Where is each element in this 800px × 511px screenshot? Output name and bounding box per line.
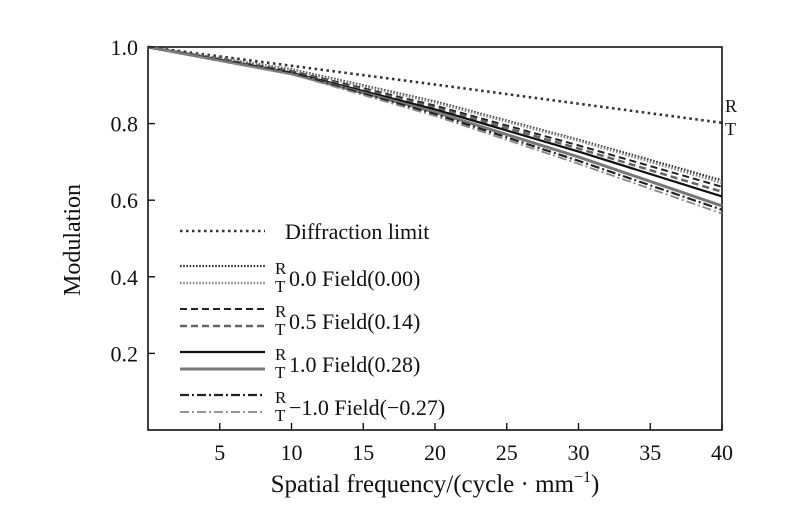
x-tick-label-40: 40 [711,440,733,465]
legend-t-4: T [275,406,286,425]
y-tick-label-3: 0.8 [111,112,139,137]
series-line-7 [147,45,723,211]
x-tick-label-25: 25 [496,440,518,465]
x-axis-label-superscript: −1 [574,469,591,486]
legend-t-3: T [275,363,286,382]
legend-t-1: T [275,277,286,296]
x-axis-label-main: Spatial frequency/(cycle · mm [271,471,575,498]
y-tick-label-1: 0.4 [111,265,139,290]
y-tick-label-4: 1.0 [111,35,139,60]
series-line-6 [147,45,723,208]
legend-label-3: 1.0 Field(0.28) [289,352,420,377]
series-line-0 [147,45,723,125]
legend-r-1: R [275,259,287,278]
legend-label-2: 0.5 Field(0.14) [289,309,420,334]
legend-r-4: R [275,388,287,407]
axis-ticks: 5 10 15 20 25 30 35 40 0.2 0.4 0.6 0.8 1.0 [111,35,734,465]
x-axis-label: Spatial frequency/(cycle · mm−1) [271,469,600,498]
x-tick-label-10: 10 [281,440,303,465]
y-axis-label: Modulation [60,184,86,296]
legend-label-1: 0.0 Field(0.00) [289,266,420,291]
series-layer [147,45,723,215]
series-line-3 [147,46,723,188]
y-tick-label-2: 0.6 [111,188,139,213]
series-line-8 [147,46,723,215]
end-annotation-r: R [725,96,737,116]
legend-r-3: R [275,345,287,364]
end-annotation-t: T [725,119,736,139]
y-tick-label-0: 0.2 [111,341,139,366]
x-tick-label-5: 5 [214,440,225,465]
series-line-2 [147,45,723,185]
x-tick-label-35: 35 [639,440,661,465]
legend-r-2: R [275,302,287,321]
x-tick-label-20: 20 [424,440,446,465]
legend-t-2: T [275,320,286,339]
series-line-5 [147,45,723,198]
x-axis-label-close: ) [591,471,599,498]
x-tick-label-15: 15 [352,440,374,465]
legend-label-0: Diffraction limit [285,219,429,244]
plot-frame [147,46,723,431]
legend-label-4: −1.0 Field(−0.27) [289,395,445,420]
x-tick-label-30: 30 [568,440,590,465]
